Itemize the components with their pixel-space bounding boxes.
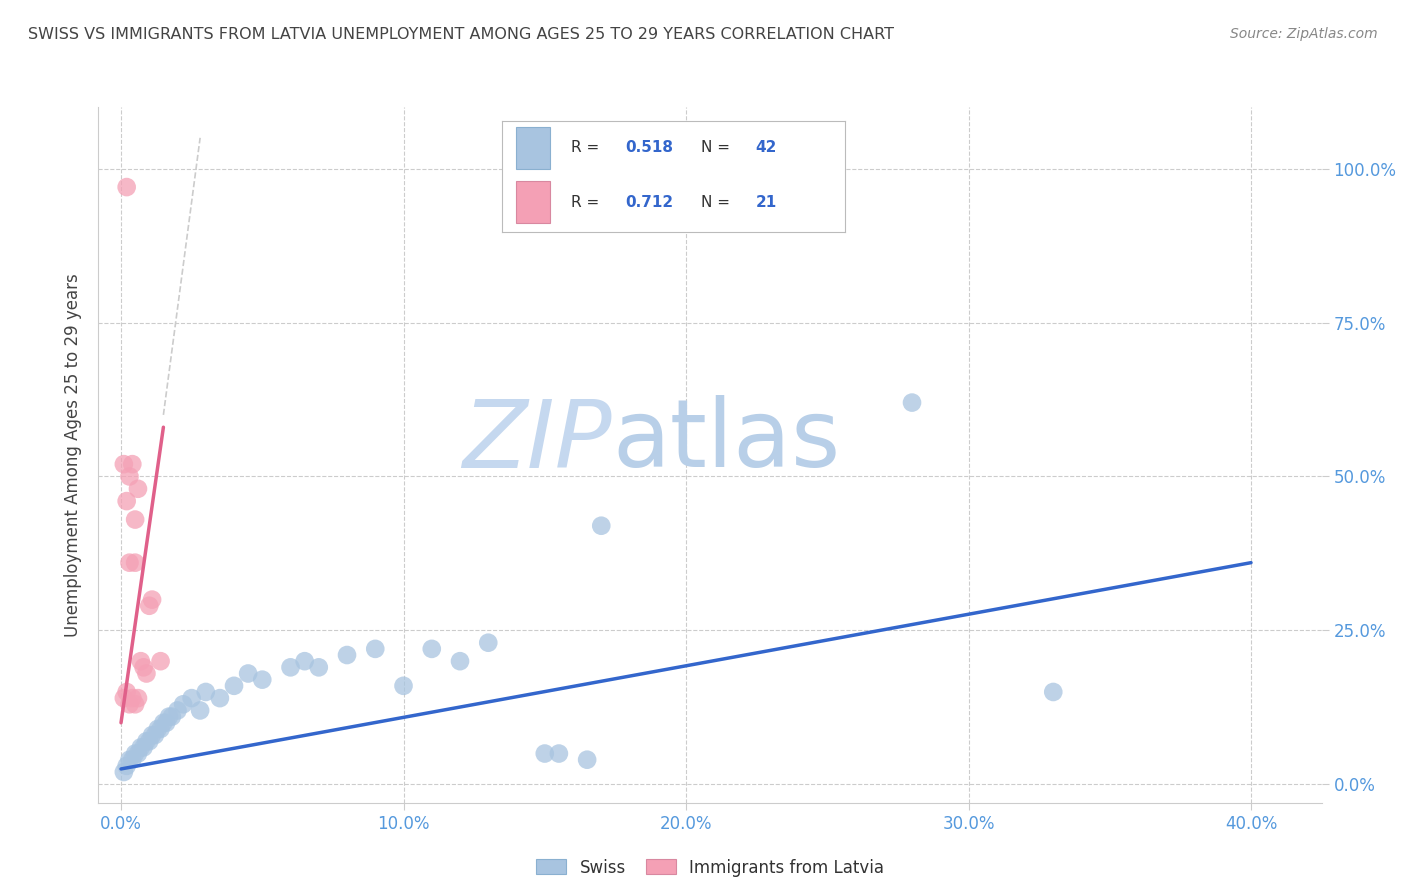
Point xyxy=(392,679,415,693)
Point xyxy=(166,703,188,717)
Point xyxy=(449,654,471,668)
Point xyxy=(143,728,166,742)
Point xyxy=(208,691,231,706)
Point xyxy=(222,679,245,693)
Text: ZIP: ZIP xyxy=(463,395,612,486)
Point xyxy=(135,734,157,748)
Point xyxy=(132,740,155,755)
Point xyxy=(160,709,183,723)
Point xyxy=(157,709,180,723)
Point xyxy=(172,698,194,712)
Point xyxy=(124,698,146,712)
Point xyxy=(124,747,146,761)
Text: atlas: atlas xyxy=(612,395,841,487)
Point xyxy=(129,654,152,668)
Point xyxy=(135,666,157,681)
Text: SWISS VS IMMIGRANTS FROM LATVIA UNEMPLOYMENT AMONG AGES 25 TO 29 YEARS CORRELATI: SWISS VS IMMIGRANTS FROM LATVIA UNEMPLOY… xyxy=(28,27,894,42)
Point xyxy=(901,395,924,409)
Point xyxy=(548,747,571,761)
Point xyxy=(420,641,443,656)
Point xyxy=(115,180,138,194)
Point xyxy=(121,457,143,471)
Point xyxy=(149,722,172,736)
Point xyxy=(141,728,163,742)
Point xyxy=(1042,685,1064,699)
Point xyxy=(124,556,146,570)
Point xyxy=(115,494,138,508)
Point xyxy=(118,753,141,767)
Point xyxy=(149,654,172,668)
Point xyxy=(336,648,359,662)
Point xyxy=(591,518,613,533)
Point xyxy=(194,685,217,699)
Point xyxy=(146,722,169,736)
Point xyxy=(138,599,160,613)
Point xyxy=(155,715,177,730)
Point xyxy=(280,660,302,674)
Point xyxy=(118,556,141,570)
Point xyxy=(127,747,149,761)
Text: Source: ZipAtlas.com: Source: ZipAtlas.com xyxy=(1230,27,1378,41)
Point xyxy=(132,660,155,674)
Point xyxy=(180,691,202,706)
Point xyxy=(576,753,599,767)
Point xyxy=(118,698,141,712)
Point xyxy=(112,764,135,779)
Point xyxy=(121,691,143,706)
Point xyxy=(236,666,259,681)
Point xyxy=(533,747,555,761)
Point xyxy=(127,482,149,496)
Point xyxy=(127,691,149,706)
Point xyxy=(188,703,211,717)
Point xyxy=(152,715,174,730)
Legend: Swiss, Immigrants from Latvia: Swiss, Immigrants from Latvia xyxy=(527,850,893,885)
Point xyxy=(364,641,387,656)
Point xyxy=(129,740,152,755)
Point xyxy=(294,654,316,668)
Point xyxy=(252,673,274,687)
Point xyxy=(124,512,146,526)
Point xyxy=(112,691,135,706)
Point xyxy=(141,592,163,607)
Point xyxy=(308,660,330,674)
Point xyxy=(477,636,499,650)
Point xyxy=(112,457,135,471)
Point xyxy=(115,685,138,699)
Point xyxy=(118,469,141,483)
Point xyxy=(138,734,160,748)
Point xyxy=(115,759,138,773)
Point xyxy=(121,753,143,767)
Y-axis label: Unemployment Among Ages 25 to 29 years: Unemployment Among Ages 25 to 29 years xyxy=(65,273,83,637)
